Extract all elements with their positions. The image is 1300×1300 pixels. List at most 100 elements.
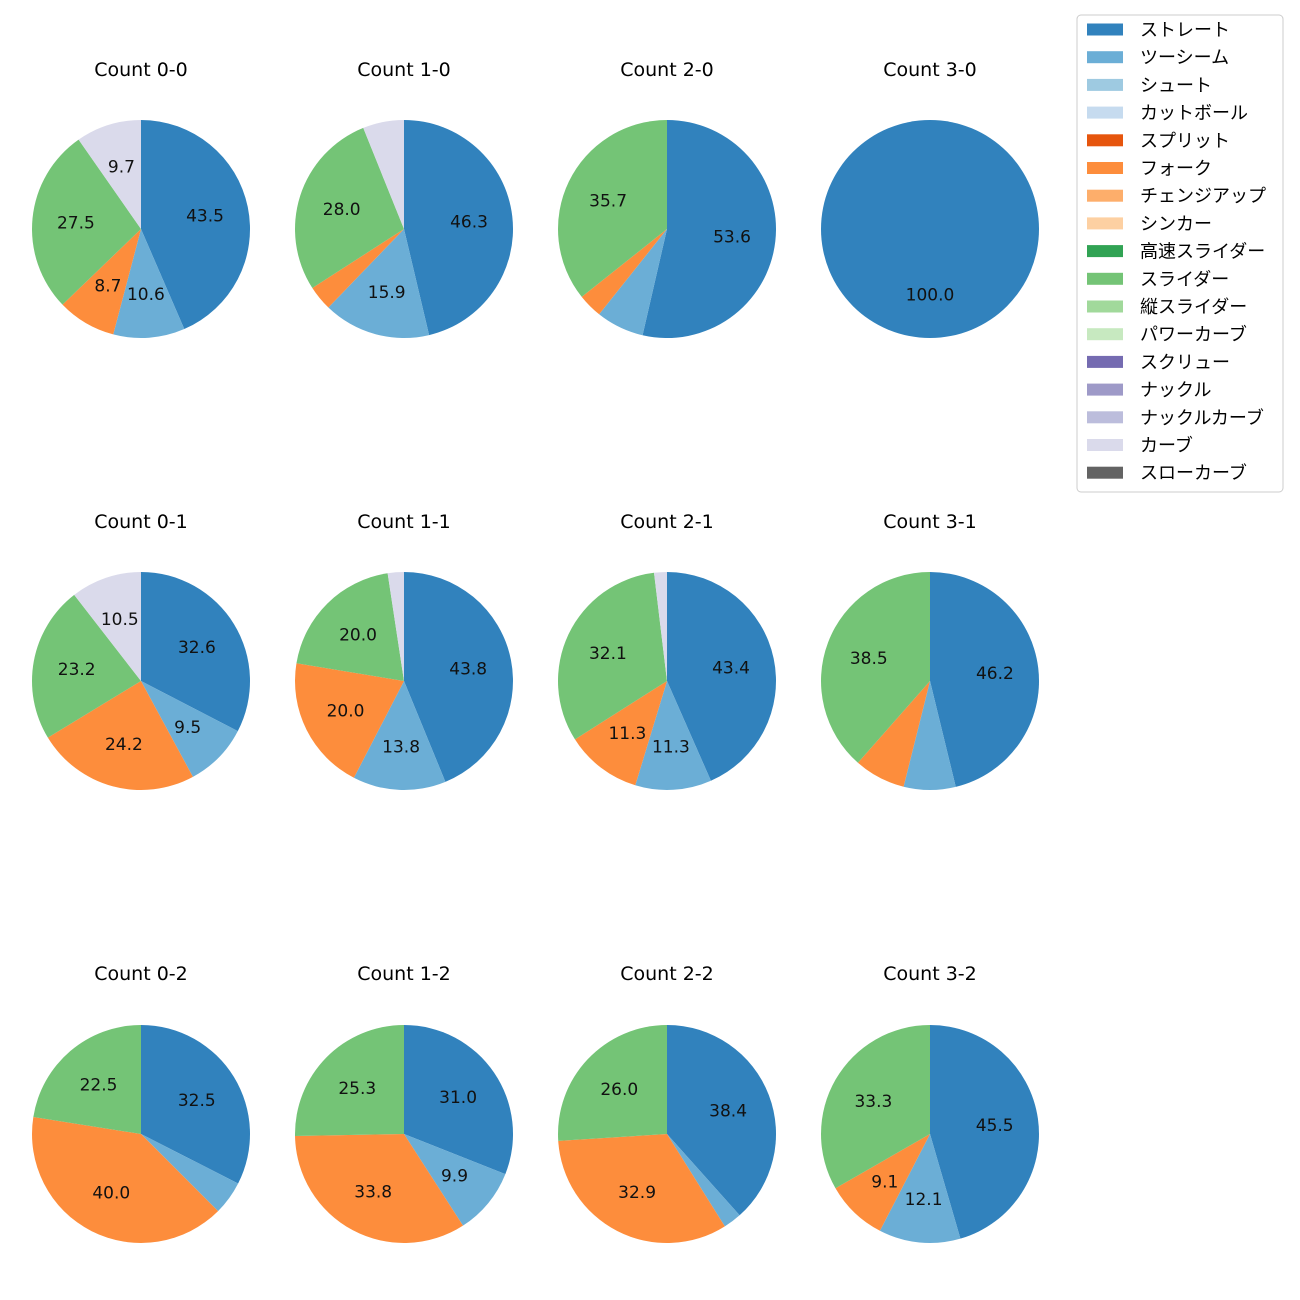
pie-slice <box>141 1025 250 1184</box>
legend-item: ストレート <box>1087 20 1230 41</box>
legend-label: ストレート <box>1140 20 1230 41</box>
pie-slice-label: 8.7 <box>94 276 121 296</box>
pie-chart: Count 0-2 32.5 40.0 22.5 <box>31 963 250 1243</box>
pie-slice-label: 100.0 <box>906 285 955 305</box>
pie-slice-label: 43.5 <box>186 207 224 227</box>
pie-slice <box>141 1134 239 1212</box>
pie-slice <box>31 1116 219 1243</box>
legend-label: パワーカーブ <box>1140 324 1247 346</box>
legend-item: ナックルカーブ <box>1087 407 1264 429</box>
legend-label: 高速スライダー <box>1140 242 1265 263</box>
legend-label: カットボール <box>1140 103 1248 124</box>
pie-slice-label: 32.9 <box>618 1183 656 1203</box>
legend-item: チェンジアップ <box>1087 186 1266 207</box>
legend-swatch <box>1087 466 1123 479</box>
legend-label: フォーク <box>1140 159 1212 180</box>
pie-slice <box>599 229 667 336</box>
pie-slice <box>47 681 193 791</box>
legend-item: ナックル <box>1087 380 1211 401</box>
legend-item: シュート <box>1087 75 1212 96</box>
pie-slice <box>404 120 514 336</box>
pie-slice <box>635 681 711 790</box>
legend-swatch <box>1087 51 1123 64</box>
pie-chart: Count 2-1 43.4 11.3 11.3 32.1 <box>558 511 777 790</box>
legend-swatch <box>1087 106 1123 119</box>
legend-swatch <box>1087 328 1123 341</box>
pie-slice <box>821 120 1039 338</box>
pie-slice <box>558 572 667 740</box>
legend-frame <box>1076 14 1284 493</box>
pie-chart: Count 0-0 43.5 10.6 8.7 27.5 9.7 <box>32 59 251 338</box>
pie-slice <box>654 572 667 681</box>
pie-slice <box>62 229 141 335</box>
pie-chart: Count 2-0 53.6 35.7 <box>558 59 777 338</box>
pie-slice <box>328 229 430 339</box>
pie-slice <box>835 1134 930 1231</box>
legend-swatch <box>1087 78 1123 91</box>
pie-slice <box>667 1134 740 1227</box>
pie-slice-label: 10.6 <box>127 285 165 305</box>
legend-item: フォーク <box>1087 159 1212 180</box>
legend-item: 高速スライダー <box>1087 242 1265 263</box>
pie-slice-label: 46.3 <box>450 212 488 232</box>
pie-title: Count 0-0 <box>94 59 188 81</box>
legend-label: カーブ <box>1140 435 1193 457</box>
pie-slice <box>295 1134 463 1243</box>
legend-swatch <box>1087 245 1123 258</box>
pie-slice-label: 9.9 <box>441 1167 468 1187</box>
pie-slice-label: 33.8 <box>354 1183 392 1203</box>
legend-label: スライダー <box>1140 269 1229 290</box>
pie-slice <box>31 594 142 738</box>
pie-slice <box>903 681 956 790</box>
pie-slice <box>141 120 251 330</box>
legend-swatch <box>1087 272 1123 285</box>
legend-swatch <box>1087 189 1123 202</box>
pie-slice-label: 32.1 <box>589 644 627 664</box>
pie-slice-label: 43.4 <box>712 659 750 679</box>
pie-slice-label: 35.7 <box>589 192 627 212</box>
pie-slice <box>667 1025 777 1216</box>
pie-slice-label: 53.6 <box>713 227 751 247</box>
pie-slice-label: 25.3 <box>338 1079 376 1099</box>
legend-label: スクリュー <box>1140 352 1230 373</box>
pie-slice-label: 33.3 <box>854 1092 892 1112</box>
pie-chart: Count 3-2 45.5 12.1 9.1 33.3 <box>821 963 1039 1243</box>
legend-label: シンカー <box>1140 214 1212 235</box>
legend-swatch <box>1087 162 1123 174</box>
pie-slice <box>574 681 667 786</box>
pie-slice <box>312 229 404 308</box>
pie-slice <box>857 681 930 787</box>
legend-item: スクリュー <box>1087 352 1230 373</box>
pie-slice-label: 32.6 <box>178 638 216 658</box>
pie-chart: Count 0-1 32.6 9.5 24.2 23.2 10.5 <box>31 511 251 791</box>
pie-title: Count 2-1 <box>620 511 714 533</box>
legend-swatch <box>1087 383 1123 396</box>
pie-slice <box>74 572 141 681</box>
pie-title: Count 1-0 <box>357 59 451 81</box>
pie-slice <box>294 663 404 778</box>
legend-label: スプリット <box>1140 131 1230 152</box>
pie-slice-label: 13.8 <box>382 737 420 757</box>
pie-slice <box>879 1134 961 1243</box>
legend-item: スプリット <box>1087 131 1230 152</box>
pie-slice <box>581 229 667 315</box>
pie-slice <box>141 572 251 732</box>
legend: ストレートツーシームシュートカットボールスプリットフォークチェンジアップシンカー… <box>1076 14 1284 493</box>
legend-swatch <box>1087 411 1123 424</box>
pie-title: Count 0-2 <box>94 963 188 985</box>
pie-slice-label: 11.3 <box>608 724 646 744</box>
pie-slice <box>930 1025 1039 1239</box>
pie-title: Count 1-1 <box>357 511 451 533</box>
legend-swatch <box>1087 439 1123 451</box>
pie-slice-label: 9.1 <box>871 1172 898 1192</box>
legend-swatch <box>1087 23 1123 36</box>
pie-slice <box>404 572 513 782</box>
legend-label: ナックルカーブ <box>1140 407 1264 429</box>
legend-item: 縦スライダー <box>1087 297 1247 318</box>
legend-label: シュート <box>1140 75 1212 96</box>
legend-label: チェンジアップ <box>1140 186 1266 207</box>
pie-title: Count 2-0 <box>620 59 714 81</box>
legend-label: ツーシーム <box>1140 48 1229 69</box>
legend-item: ツーシーム <box>1087 48 1229 69</box>
